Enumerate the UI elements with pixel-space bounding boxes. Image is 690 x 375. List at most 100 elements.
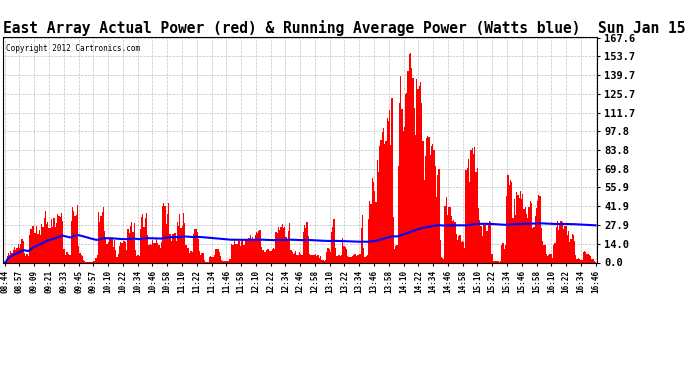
Bar bbox=[547, 256, 548, 262]
Bar bbox=[170, 240, 172, 262]
Bar bbox=[34, 232, 35, 262]
Bar bbox=[348, 257, 350, 262]
Bar bbox=[382, 132, 383, 262]
Bar bbox=[184, 223, 186, 262]
Bar bbox=[231, 244, 233, 262]
Bar bbox=[309, 254, 310, 262]
Bar bbox=[150, 244, 151, 262]
Bar bbox=[457, 240, 458, 262]
Bar bbox=[72, 207, 73, 262]
Bar bbox=[474, 147, 475, 262]
Bar bbox=[351, 257, 352, 262]
Bar bbox=[311, 255, 313, 262]
Bar bbox=[166, 225, 167, 262]
Bar bbox=[589, 255, 590, 262]
Bar bbox=[230, 259, 231, 262]
Bar bbox=[48, 228, 50, 262]
Bar bbox=[201, 253, 203, 262]
Bar bbox=[397, 166, 399, 262]
Bar bbox=[566, 235, 568, 262]
Bar bbox=[45, 211, 46, 262]
Bar bbox=[574, 242, 575, 262]
Bar bbox=[114, 240, 115, 262]
Bar bbox=[475, 172, 477, 262]
Bar bbox=[175, 241, 177, 262]
Bar bbox=[486, 231, 488, 262]
Bar bbox=[389, 110, 391, 262]
Bar bbox=[209, 257, 210, 262]
Bar bbox=[344, 247, 346, 262]
Bar bbox=[6, 256, 8, 262]
Bar bbox=[28, 256, 29, 262]
Text: Copyright 2012 Cartronics.com: Copyright 2012 Cartronics.com bbox=[6, 44, 141, 53]
Bar bbox=[145, 217, 146, 262]
Bar bbox=[75, 216, 76, 262]
Bar bbox=[468, 159, 469, 262]
Bar bbox=[458, 236, 460, 262]
Bar bbox=[569, 243, 571, 262]
Bar bbox=[464, 248, 466, 262]
Bar bbox=[108, 242, 109, 262]
Bar bbox=[451, 216, 452, 262]
Bar bbox=[31, 229, 32, 262]
Bar bbox=[361, 228, 362, 262]
Bar bbox=[332, 227, 333, 262]
Bar bbox=[322, 260, 324, 262]
Bar bbox=[466, 168, 468, 262]
Bar bbox=[140, 229, 141, 262]
Bar bbox=[447, 215, 448, 262]
Bar bbox=[460, 242, 462, 262]
Bar bbox=[455, 234, 457, 262]
Bar bbox=[269, 251, 270, 262]
Bar bbox=[262, 251, 263, 262]
Bar bbox=[571, 234, 573, 262]
Bar bbox=[509, 185, 510, 262]
Bar bbox=[454, 222, 455, 262]
Bar bbox=[30, 229, 31, 262]
Bar bbox=[524, 207, 526, 262]
Bar bbox=[521, 200, 522, 262]
Bar bbox=[235, 244, 236, 262]
Bar bbox=[579, 260, 580, 262]
Bar bbox=[584, 251, 585, 262]
Bar bbox=[186, 244, 187, 262]
Bar bbox=[325, 260, 326, 262]
Bar bbox=[518, 198, 520, 262]
Bar bbox=[36, 226, 37, 262]
Bar bbox=[319, 258, 320, 262]
Bar bbox=[335, 248, 336, 262]
Bar bbox=[404, 127, 405, 262]
Bar bbox=[305, 228, 306, 262]
Bar bbox=[330, 252, 331, 262]
Bar bbox=[549, 254, 551, 262]
Bar bbox=[37, 234, 39, 262]
Bar bbox=[306, 222, 308, 262]
Bar bbox=[375, 202, 377, 262]
Bar bbox=[228, 259, 230, 262]
Bar bbox=[546, 254, 547, 262]
Bar bbox=[120, 243, 121, 262]
Bar bbox=[280, 227, 282, 262]
Bar bbox=[124, 241, 125, 262]
Bar bbox=[24, 253, 25, 262]
Bar bbox=[408, 54, 410, 262]
Bar bbox=[82, 256, 83, 262]
Bar bbox=[200, 255, 201, 262]
Bar bbox=[289, 223, 290, 262]
Bar bbox=[109, 238, 110, 262]
Bar bbox=[14, 247, 15, 262]
Bar bbox=[153, 243, 155, 262]
Bar bbox=[308, 236, 309, 262]
Bar bbox=[326, 252, 327, 262]
Bar bbox=[386, 118, 388, 262]
Bar bbox=[257, 233, 258, 262]
Bar bbox=[222, 261, 224, 262]
Bar bbox=[359, 254, 361, 262]
Bar bbox=[172, 234, 173, 262]
Bar bbox=[98, 211, 99, 262]
Bar bbox=[432, 144, 433, 262]
Bar bbox=[537, 201, 538, 262]
Bar bbox=[502, 243, 504, 262]
Bar bbox=[294, 253, 295, 262]
Bar bbox=[189, 253, 190, 262]
